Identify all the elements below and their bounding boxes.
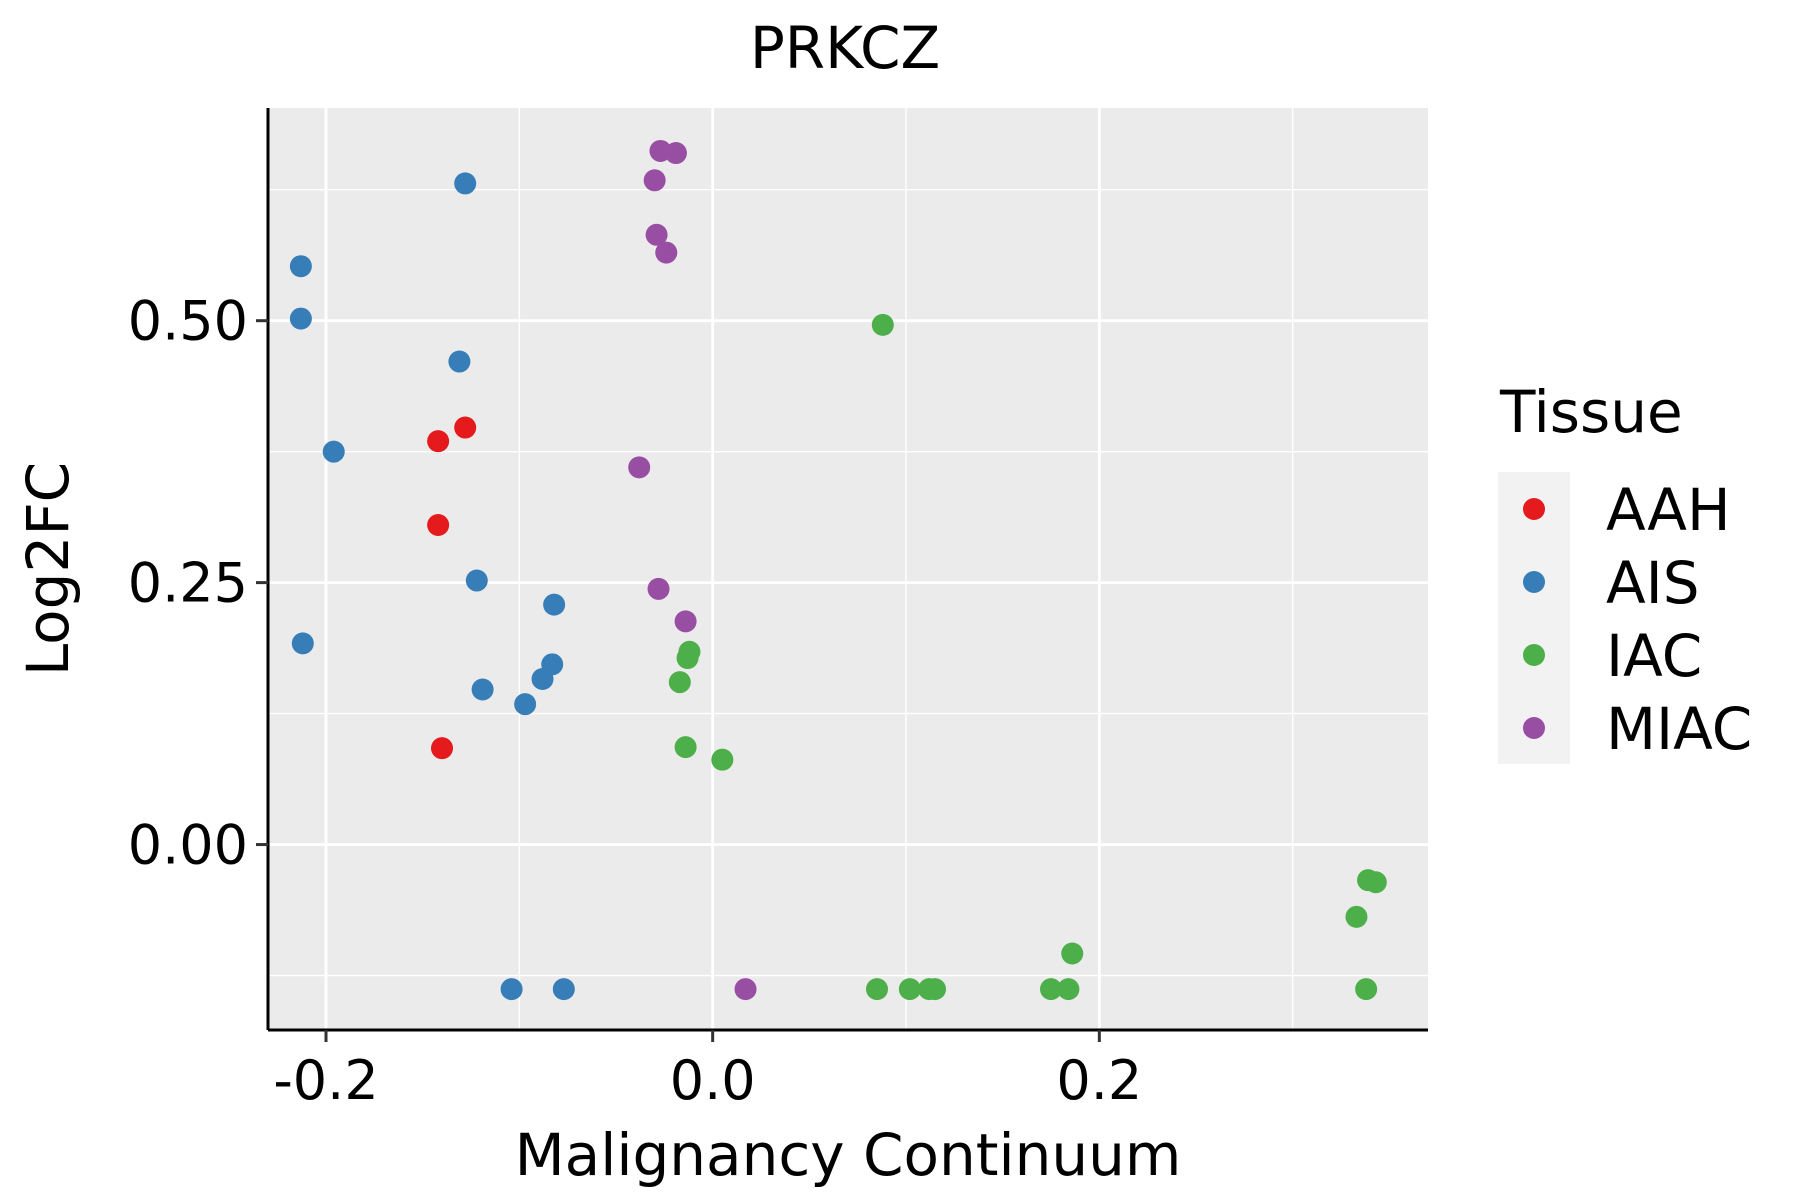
point-iac xyxy=(1040,978,1062,1001)
point-miac xyxy=(645,223,668,246)
legend-label-aah: AAH xyxy=(1606,476,1731,544)
chart-title: PRKCZ xyxy=(750,14,940,82)
point-ais xyxy=(322,440,345,463)
point-aah xyxy=(454,416,477,439)
point-iac xyxy=(866,978,888,1001)
point-aah xyxy=(427,430,450,453)
y-tick-label: 0.00 xyxy=(128,814,248,877)
point-iac xyxy=(898,978,921,1001)
point-ais xyxy=(514,693,537,716)
legend-label-miac: MIAC xyxy=(1606,695,1752,763)
x-tick-label: -0.2 xyxy=(273,1049,378,1112)
point-miac xyxy=(628,456,651,479)
y-axis-ticks: 0.00 0.25 0.50 xyxy=(128,290,268,877)
point-miac xyxy=(674,610,697,633)
point-miac xyxy=(647,577,670,600)
point-ais xyxy=(471,678,494,701)
point-iac xyxy=(1345,905,1368,928)
point-iac xyxy=(668,671,691,694)
point-ais xyxy=(531,668,554,691)
legend-key-miac xyxy=(1523,717,1545,739)
legend-label-iac: IAC xyxy=(1606,622,1702,690)
grid-minor xyxy=(268,108,1428,1030)
point-miac xyxy=(655,241,678,264)
point-ais xyxy=(291,632,314,655)
legend-label-ais: AIS xyxy=(1606,549,1700,617)
legend-key-ais xyxy=(1523,571,1545,593)
point-ais xyxy=(448,350,471,373)
point-miac xyxy=(643,169,666,192)
point-ais xyxy=(543,593,566,616)
legend-key-iac xyxy=(1523,644,1545,666)
x-tick-label: 0.2 xyxy=(1056,1049,1142,1112)
legend-title: Tissue xyxy=(1499,378,1683,446)
y-tick-label: 0.25 xyxy=(128,552,248,615)
point-iac xyxy=(924,978,946,1001)
x-axis-title: Malignancy Continuum xyxy=(515,1121,1182,1189)
point-iac xyxy=(711,748,734,771)
point-iac xyxy=(676,647,699,670)
point-ais xyxy=(500,978,523,1001)
point-ais xyxy=(454,172,477,195)
point-miac xyxy=(734,978,757,1001)
legend-key-background xyxy=(1498,472,1570,764)
x-axis-ticks: -0.2 0.0 0.2 xyxy=(273,1030,1142,1112)
x-tick-label: 0.0 xyxy=(670,1049,756,1112)
y-axis-title: Log2FC xyxy=(14,462,82,676)
y-tick-label: 0.50 xyxy=(128,290,248,353)
point-ais xyxy=(465,569,488,592)
point-aah xyxy=(427,513,450,536)
point-aah xyxy=(431,737,453,760)
point-iac xyxy=(1355,978,1378,1001)
point-ais xyxy=(289,307,312,330)
plot-panel xyxy=(268,108,1428,1030)
grid-major xyxy=(268,108,1428,1030)
point-iac xyxy=(674,736,697,759)
data-points xyxy=(289,139,1387,1001)
point-miac xyxy=(664,142,687,165)
point-iac xyxy=(871,313,894,336)
legend-key-aah xyxy=(1523,498,1545,520)
point-iac xyxy=(1364,871,1387,894)
point-iac xyxy=(1061,942,1084,965)
point-ais xyxy=(289,255,312,278)
point-ais xyxy=(552,978,575,1001)
point-iac xyxy=(1057,978,1080,1001)
